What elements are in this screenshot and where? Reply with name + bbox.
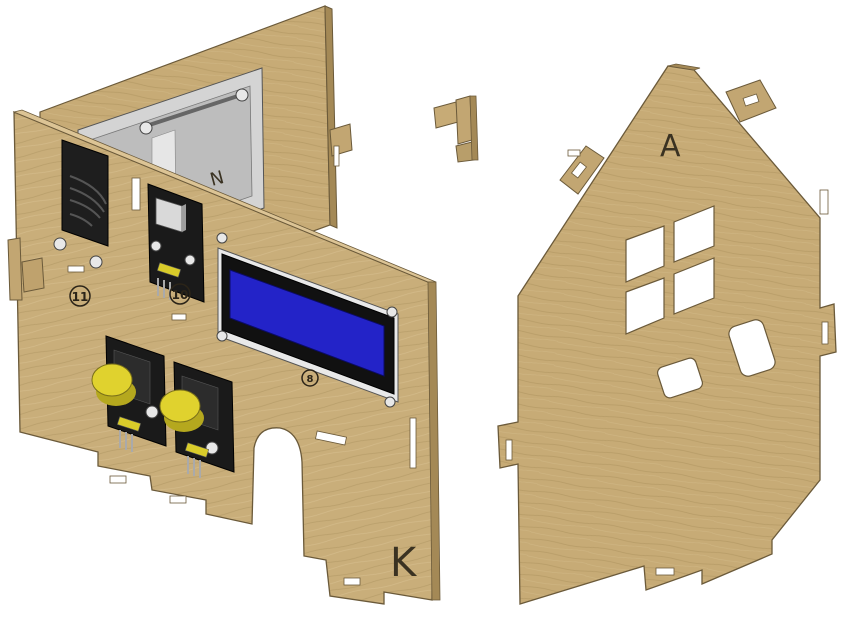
screw-icon xyxy=(89,255,103,269)
button-icon xyxy=(91,363,136,406)
house-panel: A xyxy=(497,63,837,605)
screw-icon xyxy=(235,88,249,102)
speaker-icon xyxy=(69,175,107,227)
lcd-callout: 8 xyxy=(307,374,314,385)
button-module-1 xyxy=(91,335,167,452)
screw-icon xyxy=(139,121,153,135)
speaker-callout: 11 xyxy=(72,290,89,304)
screw-icon xyxy=(205,441,219,455)
button-icon xyxy=(159,389,204,432)
sensor-module: 10 xyxy=(147,183,228,305)
screw-icon xyxy=(384,396,396,408)
speaker-module: 11 xyxy=(53,139,109,307)
side-panel-letter: N xyxy=(208,167,226,191)
lcd-module: 8 xyxy=(216,247,399,408)
tab-connector xyxy=(433,95,479,163)
front-panel-letter: K xyxy=(390,540,418,586)
house-panel-letter: A xyxy=(660,129,681,164)
screw-icon xyxy=(184,254,196,266)
house-window-grid xyxy=(625,205,715,335)
lcd-icon xyxy=(229,269,385,377)
screw-icon xyxy=(216,330,228,342)
screw-icon xyxy=(216,232,228,244)
house-opening-small xyxy=(656,357,704,399)
house-opening-door xyxy=(728,319,776,377)
screw-icon xyxy=(386,306,398,318)
screw-icon xyxy=(145,405,159,419)
button-module-2 xyxy=(159,361,235,478)
tab-connector-icon xyxy=(433,95,479,163)
screw-icon xyxy=(150,240,162,252)
screw-icon xyxy=(53,237,67,251)
sensor-callout: 10 xyxy=(172,288,189,302)
front-panel: 11 10 8 xyxy=(7,109,441,605)
